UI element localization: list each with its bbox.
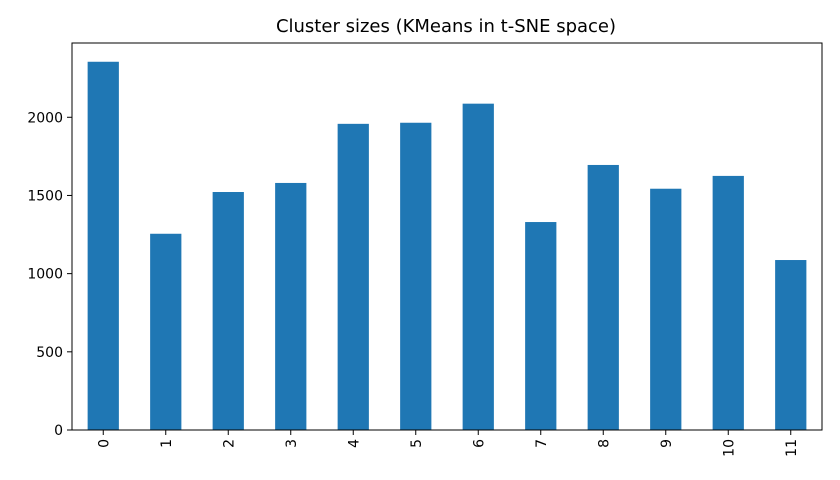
x-tick-label: 7 [534,439,550,448]
x-tick-label: 11 [784,439,800,457]
bar-cluster-3 [275,182,307,430]
x-tick-label: 5 [409,439,425,448]
x-axis: 0 1 2 3 4 5 6 7 8 9 10 11 [96,430,800,457]
bar-cluster-6 [462,103,494,431]
y-tick-label: 2000 [27,110,63,126]
x-tick-label: 2 [221,439,237,448]
y-tick-label: 500 [36,345,63,361]
x-tick-label: 9 [659,439,675,448]
bar-cluster-11 [775,260,807,430]
bar-cluster-9 [650,188,682,430]
x-tick-label: 1 [159,439,175,448]
x-tick-label: 8 [596,439,612,448]
x-tick-label: 3 [284,439,300,448]
bars-group [87,61,807,431]
bar-cluster-4 [337,123,369,430]
y-tick-label: 0 [54,423,63,439]
x-tick-label: 4 [346,439,362,448]
bar-cluster-7 [525,222,557,430]
x-tick-label: 6 [471,439,487,448]
bar-cluster-5 [400,122,432,430]
bar-cluster-2 [212,192,244,430]
bar-cluster-0 [87,61,119,430]
plot-frame [71,42,823,431]
chart-title: Cluster sizes (KMeans in t-SNE space) [276,16,616,37]
y-tick-label: 1000 [27,267,63,283]
bar-cluster-10 [712,175,744,430]
y-axis: 0 500 1000 1500 2000 [27,110,72,439]
x-tick-label: 10 [721,439,737,457]
bar-cluster-8 [587,164,619,430]
x-tick-label: 0 [96,439,112,448]
y-tick-label: 1500 [27,188,63,204]
bar-cluster-1 [150,233,182,430]
